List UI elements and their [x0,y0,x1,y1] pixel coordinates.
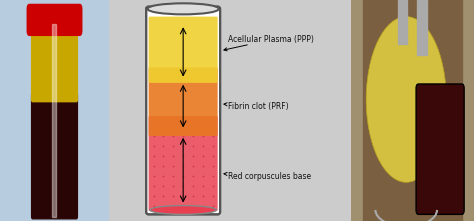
Text: Acellular Plasma (PPP): Acellular Plasma (PPP) [224,35,313,51]
Ellipse shape [147,3,219,14]
Text: Red corpuscules base: Red corpuscules base [224,172,310,181]
Text: Fibrin clot (PRF): Fibrin clot (PRF) [224,102,288,110]
Ellipse shape [150,206,217,214]
FancyBboxPatch shape [32,27,77,102]
FancyBboxPatch shape [27,4,82,35]
FancyBboxPatch shape [149,116,218,211]
Bar [417,0,427,55]
FancyBboxPatch shape [149,17,218,83]
Bar [398,0,408,44]
FancyBboxPatch shape [32,93,77,219]
Bar [363,0,462,221]
FancyBboxPatch shape [416,84,464,214]
Ellipse shape [366,17,447,182]
FancyBboxPatch shape [146,7,220,214]
Bar [52,24,55,217]
FancyBboxPatch shape [149,67,218,136]
